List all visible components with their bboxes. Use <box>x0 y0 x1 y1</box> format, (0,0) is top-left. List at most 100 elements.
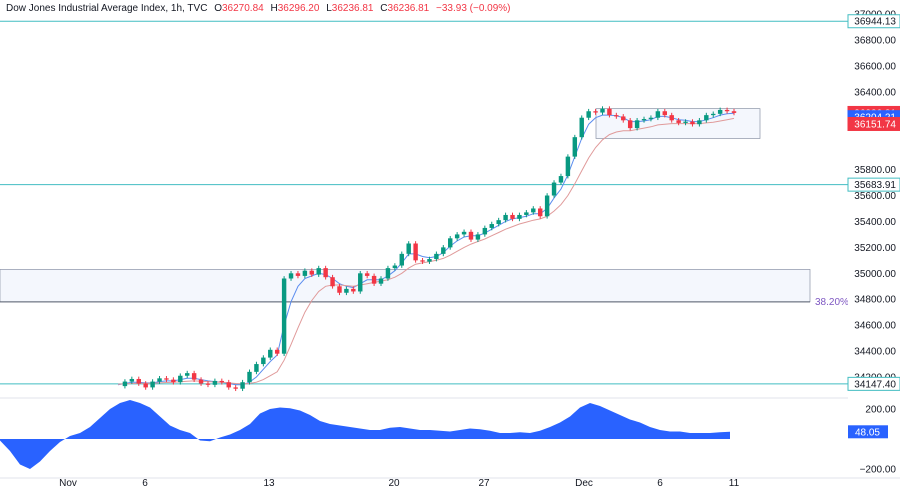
price-tick-3: 36600.00 <box>854 61 896 72</box>
osc-current-label: 48.05 <box>855 427 880 438</box>
price-tick-13: 35000.00 <box>854 269 896 280</box>
candle-body-24 <box>281 278 287 354</box>
symbol-title[interactable]: Dow Jones Industrial Average Index, 1h, … <box>6 3 208 14</box>
candle-body-42 <box>406 243 411 254</box>
time-tick-2: 13 <box>263 478 275 489</box>
price-label-5: 34147.40 <box>854 379 896 390</box>
candle-body-76 <box>641 119 647 121</box>
open-label: O <box>214 3 222 14</box>
candle-body-11 <box>191 373 197 380</box>
candle-body-37 <box>371 275 377 284</box>
price-label-4: 35683.91 <box>854 180 896 191</box>
candle-body-52 <box>475 234 481 240</box>
time-tick-1: 6 <box>142 478 148 489</box>
candle-body-78 <box>655 111 661 118</box>
high-value: 36296.20 <box>277 3 320 14</box>
candle-body-40 <box>392 265 398 269</box>
moving-averages-layer <box>117 112 735 386</box>
time-tick-4: 27 <box>478 478 490 489</box>
candle-body-77 <box>648 117 654 120</box>
candle-body-26 <box>295 273 301 276</box>
osc-tick-0: 200.00 <box>865 405 896 416</box>
candle-body-30 <box>323 268 328 278</box>
candle-body-56 <box>503 214 508 221</box>
osc-current-bg <box>848 425 888 439</box>
time-tick-0: Nov <box>59 478 77 489</box>
price-tick-15: 34600.00 <box>854 321 896 332</box>
candle-body-64 <box>558 176 564 183</box>
candle-body-14 <box>212 380 218 385</box>
candle-body-44 <box>420 260 425 262</box>
candle-body-13 <box>205 383 211 385</box>
candle-body-22 <box>268 349 273 358</box>
candle-body-60 <box>531 208 536 213</box>
candle-body-47 <box>441 247 446 254</box>
candle-body-74 <box>627 120 633 129</box>
close-label: C <box>380 3 388 14</box>
candle-body-34 <box>351 288 356 292</box>
price-label-3: 36151.74 <box>854 119 896 130</box>
price-label-bg-4 <box>847 177 900 192</box>
candle-body-75 <box>634 120 640 129</box>
price-tick-10: 35600.00 <box>854 191 896 202</box>
candle-body-16 <box>226 382 231 388</box>
candle-body-84 <box>697 120 702 125</box>
candle-body-62 <box>544 195 550 217</box>
candle-body-63 <box>551 182 557 196</box>
time-tick-3: 20 <box>388 478 400 489</box>
oscillator-axis[interactable]: 200.00 −200.00 48.05 <box>848 405 896 476</box>
price-axis[interactable]: 37000.0036800.0036600.0036400.0035800.00… <box>847 0 900 400</box>
candle-body-83 <box>690 121 695 125</box>
candle-body-32 <box>337 286 342 293</box>
oscillator-area <box>0 400 730 469</box>
price-tick-11: 35400.00 <box>854 217 896 228</box>
candle-body-82 <box>683 121 688 123</box>
fib-zone <box>0 269 811 303</box>
candle-body-55 <box>496 220 501 225</box>
ma-slow-line <box>117 117 735 385</box>
oscillator-panel <box>0 397 900 469</box>
change-value: −33.93 (−0.09%) <box>436 3 511 14</box>
candle-body-45 <box>427 259 432 262</box>
candle-body-28 <box>309 270 315 275</box>
candle-body-66 <box>572 137 578 157</box>
candle-body-80 <box>669 115 674 121</box>
candle-body-68 <box>586 111 591 118</box>
candle-body-72 <box>614 115 619 117</box>
candle-body-87 <box>717 109 723 114</box>
candle-body-10 <box>184 373 190 376</box>
candle-body-12 <box>198 379 204 384</box>
candle-body-88 <box>724 109 730 112</box>
candle-body-2 <box>129 378 135 382</box>
time-axis[interactable]: Nov 6 13 20 27 Dec 6 11 <box>0 477 900 489</box>
price-tick-12: 35200.00 <box>854 243 896 254</box>
candle-body-70 <box>600 108 605 113</box>
close-value: 36236.81 <box>387 3 430 14</box>
price-label-bg-5 <box>847 376 900 391</box>
candle-body-20 <box>254 364 259 372</box>
time-tick-5: Dec <box>575 478 593 489</box>
candle-body-71 <box>607 108 612 116</box>
candle-body-61 <box>537 208 543 217</box>
candle-body-49 <box>454 234 460 239</box>
price-label-bg-3 <box>847 116 900 131</box>
candles-layer <box>122 106 737 392</box>
price-tick-16: 34400.00 <box>854 347 896 358</box>
candle-body-21 <box>261 357 266 365</box>
candle-body-27 <box>302 270 308 276</box>
candle-body-29 <box>316 268 321 275</box>
candle-body-18 <box>240 382 245 389</box>
candle-body-17 <box>233 387 238 389</box>
candle-body-69 <box>593 111 598 113</box>
candle-body-8 <box>171 379 176 383</box>
price-tick-14: 34800.00 <box>854 295 896 306</box>
candle-body-79 <box>662 111 668 116</box>
chart-legend: Dow Jones Industrial Average Index, 1h, … <box>6 3 511 14</box>
price-label-bg-0 <box>847 14 900 29</box>
candle-body-81 <box>676 120 681 123</box>
price-label-0: 36944.13 <box>854 17 896 28</box>
candle-body-7 <box>164 378 169 380</box>
candle-body-73 <box>621 116 626 121</box>
candle-body-15 <box>219 380 225 383</box>
